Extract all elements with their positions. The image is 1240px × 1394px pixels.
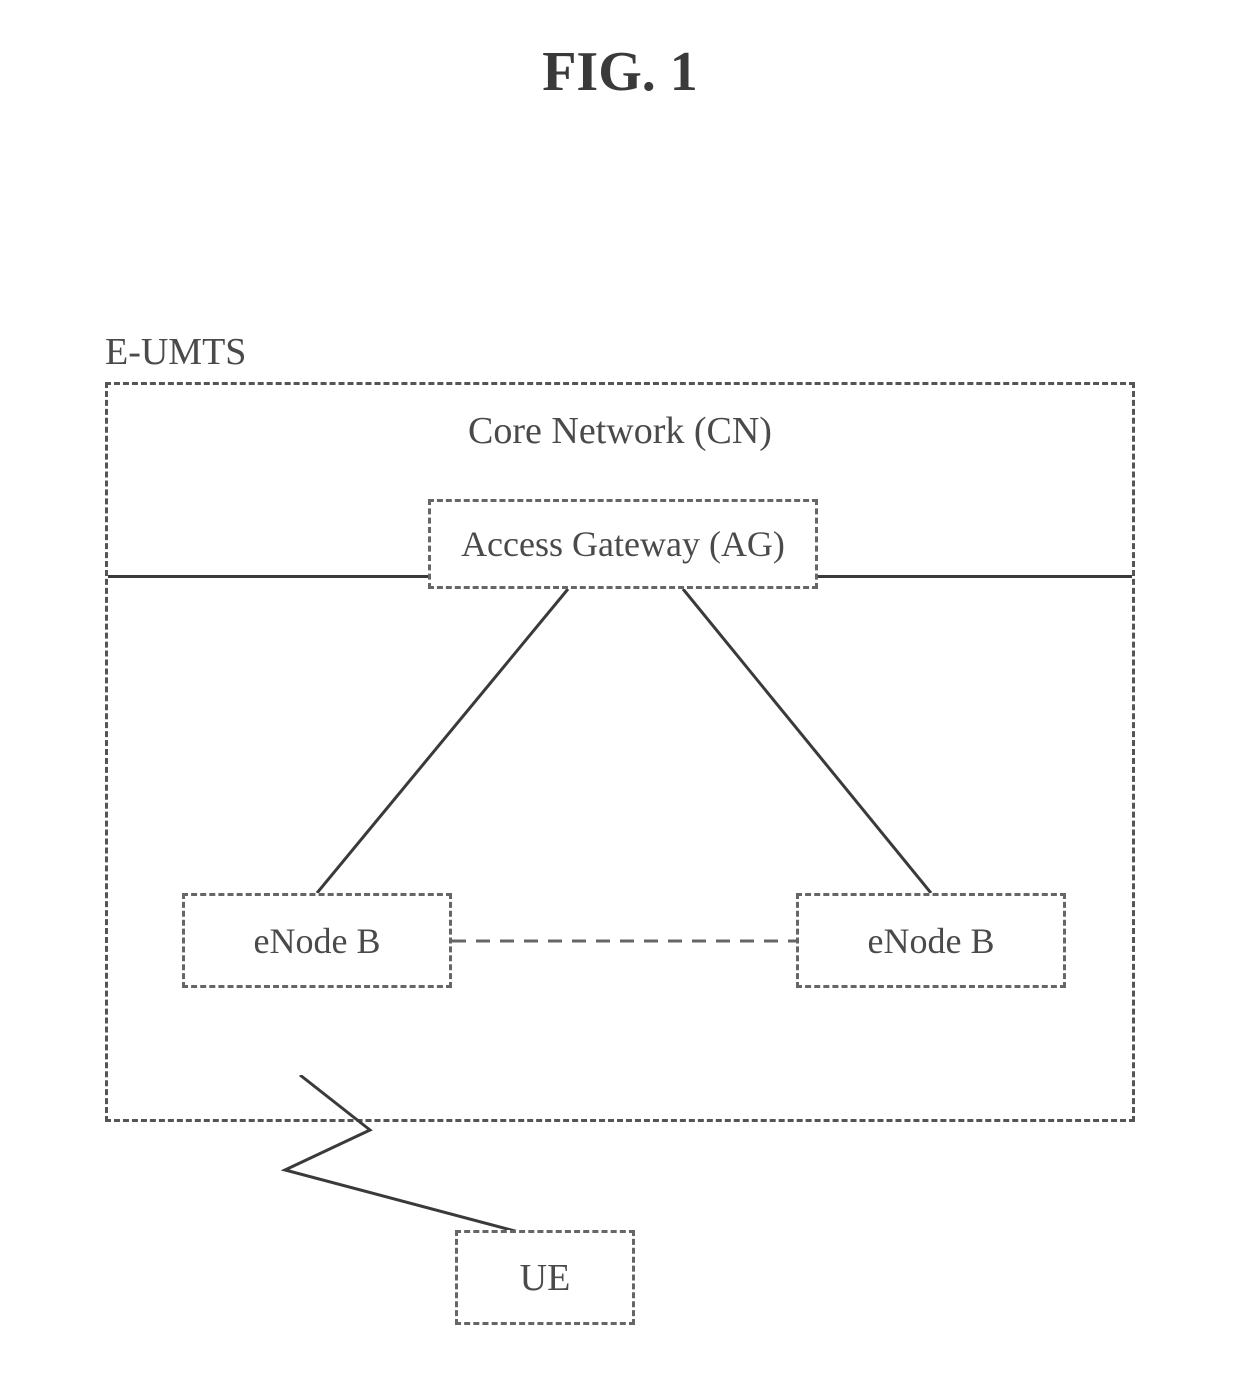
enodeb-left-node: eNode B bbox=[182, 893, 452, 988]
connection-lines bbox=[108, 385, 1138, 1125]
access-gateway-node: Access Gateway (AG) bbox=[428, 499, 818, 589]
outer-box: Core Network (CN) Access Gateway (AG) eN… bbox=[105, 382, 1135, 1122]
enodeb-right-node: eNode B bbox=[796, 893, 1066, 988]
enb-right-label: eNode B bbox=[868, 920, 995, 962]
outer-label: E-UMTS bbox=[105, 330, 1135, 374]
ag-label: Access Gateway (AG) bbox=[461, 523, 785, 565]
figure-title: FIG. 1 bbox=[542, 40, 698, 104]
enb-left-label: eNode B bbox=[254, 920, 381, 962]
wireless-link bbox=[240, 1075, 570, 1240]
ue-label: UE bbox=[520, 1256, 571, 1300]
ue-node: UE bbox=[455, 1230, 635, 1325]
diagram-container: E-UMTS Core Network (CN) Access Gateway … bbox=[105, 330, 1135, 1122]
